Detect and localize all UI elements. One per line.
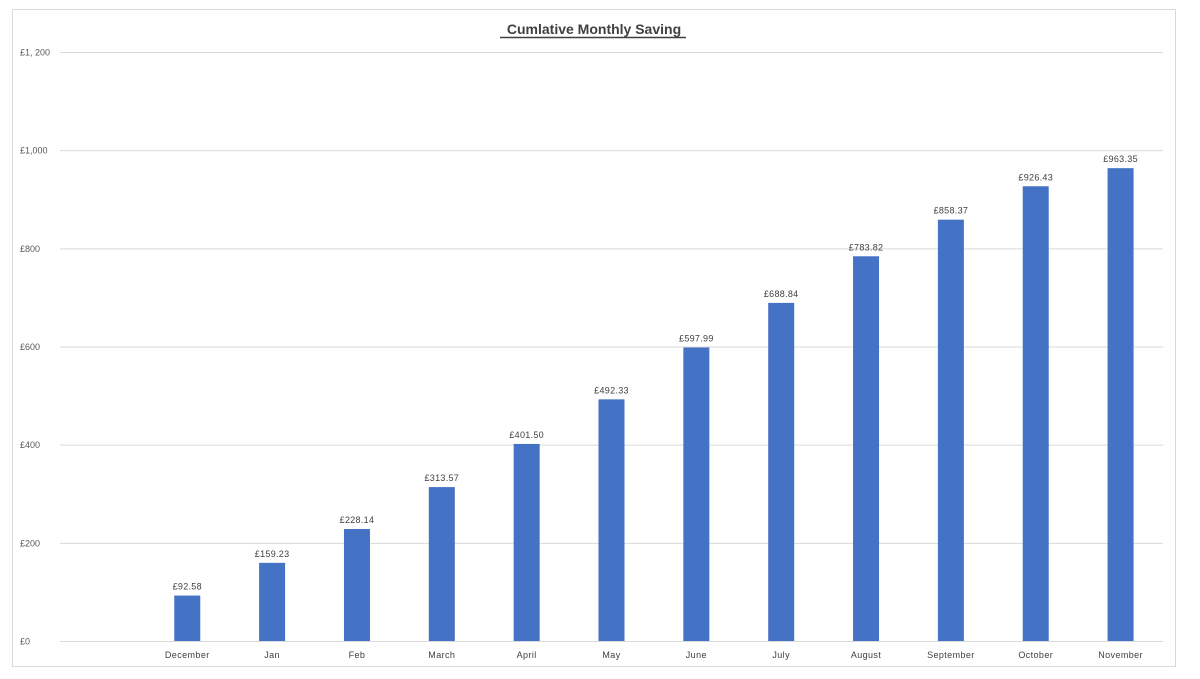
- data-label: £492.33: [594, 385, 629, 395]
- bar: [1022, 186, 1049, 641]
- data-label: £688.84: [764, 289, 799, 299]
- data-label: £926.43: [1018, 172, 1053, 182]
- x-tick-label: November: [1098, 650, 1143, 660]
- bar: [259, 562, 286, 641]
- gridlines: [60, 52, 1163, 642]
- x-tick-label: June: [686, 650, 707, 660]
- bar: [853, 256, 880, 641]
- y-axis-ticks: £0 £200 £400 £600 £800 £1,000 £1, 200: [20, 48, 50, 647]
- x-tick-label: December: [165, 650, 210, 660]
- data-label: £92.58: [173, 582, 202, 592]
- bar: [1107, 168, 1134, 641]
- y-tick-label: £1, 200: [20, 48, 50, 58]
- y-tick-label: £600: [20, 342, 40, 352]
- x-tick-label: Jan: [264, 650, 280, 660]
- bar: [513, 443, 540, 641]
- y-tick-label: £400: [20, 440, 40, 450]
- y-tick-label: £200: [20, 538, 40, 548]
- data-label: £783.82: [849, 242, 884, 252]
- y-tick-label: £0: [20, 637, 30, 647]
- x-tick-label: March: [428, 650, 455, 660]
- bar: [768, 302, 795, 641]
- bar: [174, 595, 201, 641]
- data-label: £228.14: [340, 515, 375, 525]
- x-tick-label: April: [517, 650, 537, 660]
- x-tick-label: Feb: [349, 650, 366, 660]
- data-label: £858.37: [934, 206, 969, 216]
- x-tick-label: July: [772, 650, 790, 660]
- chart-title: Cumlative Monthly Saving: [507, 21, 681, 37]
- x-axis-ticks: December Jan Feb March April May June July Augus…: [165, 650, 1143, 660]
- bar: [683, 347, 710, 641]
- x-tick-label: August: [851, 650, 882, 660]
- data-label: £159.23: [255, 549, 290, 559]
- data-labels: £92.58 £159.23 £228.14 £313.57 £401.50 £492.3…: [173, 154, 1138, 591]
- data-label: £963.35: [1103, 154, 1138, 164]
- data-label: £597.99: [679, 333, 714, 343]
- y-tick-label: £1,000: [20, 146, 48, 156]
- data-label: £313.57: [424, 473, 459, 483]
- x-tick-label: September: [927, 650, 975, 660]
- x-tick-label: May: [602, 650, 620, 660]
- x-tick-label: October: [1018, 650, 1053, 660]
- bar: [598, 399, 625, 641]
- bar: [937, 219, 964, 641]
- bar: [343, 529, 370, 641]
- bars: [174, 168, 1134, 641]
- data-label: £401.50: [509, 430, 544, 440]
- chart-frame: [12, 9, 1176, 667]
- y-tick-label: £800: [20, 244, 40, 254]
- bar: [428, 487, 455, 641]
